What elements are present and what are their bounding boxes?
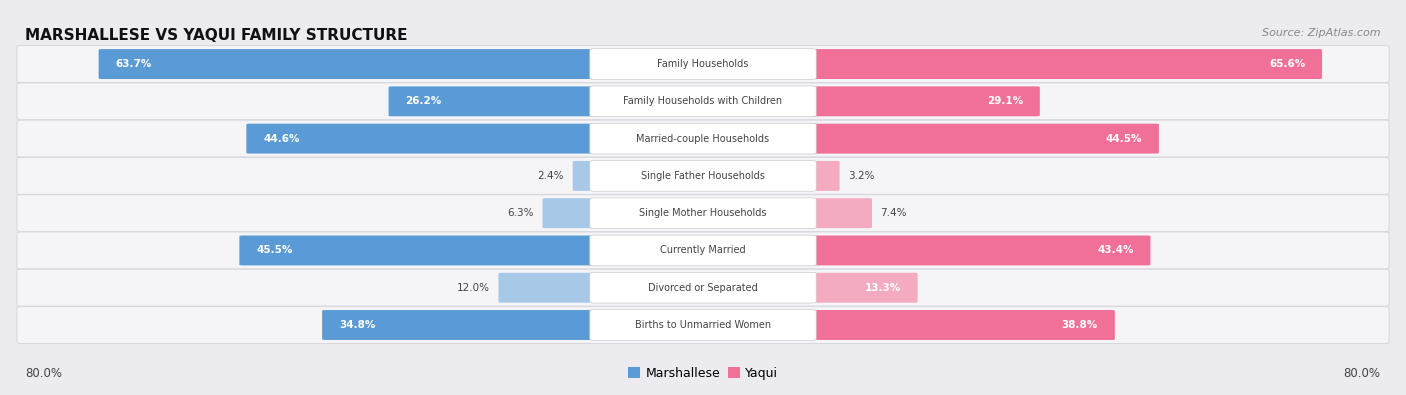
FancyBboxPatch shape (591, 198, 815, 229)
Text: 65.6%: 65.6% (1270, 59, 1305, 69)
FancyBboxPatch shape (810, 87, 1040, 116)
Text: 44.6%: 44.6% (263, 134, 299, 144)
Text: 45.5%: 45.5% (256, 245, 292, 256)
Text: Family Households: Family Households (658, 59, 748, 69)
FancyBboxPatch shape (17, 195, 1389, 232)
Text: 3.2%: 3.2% (848, 171, 875, 181)
Text: MARSHALLESE VS YAQUI FAMILY STRUCTURE: MARSHALLESE VS YAQUI FAMILY STRUCTURE (25, 28, 408, 43)
FancyBboxPatch shape (17, 307, 1389, 344)
FancyBboxPatch shape (591, 49, 815, 79)
FancyBboxPatch shape (239, 235, 596, 265)
Text: Source: ZipAtlas.com: Source: ZipAtlas.com (1263, 28, 1381, 38)
Text: 43.4%: 43.4% (1097, 245, 1133, 256)
Text: 13.3%: 13.3% (865, 283, 901, 293)
Text: 38.8%: 38.8% (1062, 320, 1098, 330)
FancyBboxPatch shape (810, 310, 1115, 340)
FancyBboxPatch shape (543, 198, 596, 228)
FancyBboxPatch shape (591, 160, 815, 191)
FancyBboxPatch shape (498, 273, 596, 303)
Legend: Marshallese, Yaqui: Marshallese, Yaqui (623, 362, 783, 385)
FancyBboxPatch shape (591, 235, 815, 266)
Text: 44.5%: 44.5% (1105, 134, 1142, 144)
FancyBboxPatch shape (810, 49, 1322, 79)
FancyBboxPatch shape (591, 310, 815, 340)
Text: Divorced or Separated: Divorced or Separated (648, 283, 758, 293)
Text: 29.1%: 29.1% (987, 96, 1024, 106)
Text: 6.3%: 6.3% (508, 208, 534, 218)
Text: Single Father Households: Single Father Households (641, 171, 765, 181)
Text: Currently Married: Currently Married (661, 245, 745, 256)
FancyBboxPatch shape (17, 83, 1389, 120)
Text: 26.2%: 26.2% (405, 96, 441, 106)
FancyBboxPatch shape (17, 232, 1389, 269)
Text: Single Mother Households: Single Mother Households (640, 208, 766, 218)
FancyBboxPatch shape (572, 161, 596, 191)
Text: 7.4%: 7.4% (880, 208, 907, 218)
FancyBboxPatch shape (810, 161, 839, 191)
FancyBboxPatch shape (591, 86, 815, 117)
Text: Married-couple Households: Married-couple Households (637, 134, 769, 144)
FancyBboxPatch shape (17, 120, 1389, 157)
FancyBboxPatch shape (17, 269, 1389, 306)
Text: 12.0%: 12.0% (457, 283, 491, 293)
Text: Family Households with Children: Family Households with Children (623, 96, 783, 106)
FancyBboxPatch shape (810, 235, 1150, 265)
FancyBboxPatch shape (810, 273, 918, 303)
Text: 34.8%: 34.8% (339, 320, 375, 330)
Text: 80.0%: 80.0% (25, 367, 62, 380)
Text: 63.7%: 63.7% (115, 59, 152, 69)
Text: Births to Unmarried Women: Births to Unmarried Women (636, 320, 770, 330)
FancyBboxPatch shape (591, 123, 815, 154)
FancyBboxPatch shape (388, 87, 596, 116)
FancyBboxPatch shape (810, 198, 872, 228)
Text: 80.0%: 80.0% (1344, 367, 1381, 380)
FancyBboxPatch shape (246, 124, 596, 154)
FancyBboxPatch shape (591, 273, 815, 303)
FancyBboxPatch shape (810, 124, 1159, 154)
FancyBboxPatch shape (17, 45, 1389, 83)
FancyBboxPatch shape (322, 310, 596, 340)
FancyBboxPatch shape (98, 49, 596, 79)
Text: 2.4%: 2.4% (537, 171, 564, 181)
FancyBboxPatch shape (17, 157, 1389, 194)
